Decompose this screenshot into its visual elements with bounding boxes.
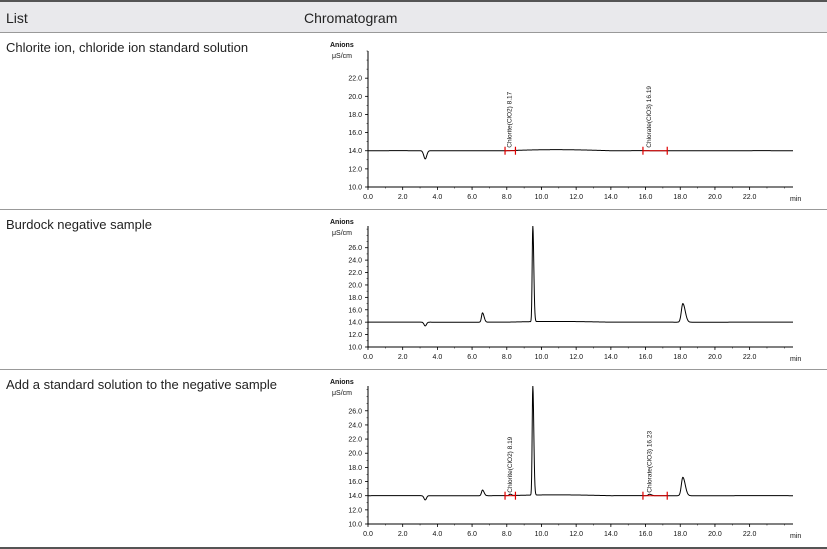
y-tick-label: 10.0 (348, 185, 362, 192)
table-header: List Chromatogram (0, 0, 827, 33)
y-tick-label: 22.0 (348, 76, 362, 83)
x-tick-label: 20.0 (708, 194, 722, 201)
x-tick-label: 12.0 (569, 531, 583, 538)
y-axis-unit: μS/cm (332, 390, 352, 397)
peak-annotation: Chlorate(ClO3) 16.23 (647, 431, 654, 493)
y-tick-label: 18.0 (348, 295, 362, 302)
y-axis-unit: μS/cm (332, 230, 352, 237)
y-tick-label: 12.0 (348, 507, 362, 514)
y-tick-label: 24.0 (348, 258, 362, 265)
x-tick-label: 16.0 (639, 194, 653, 201)
chart-top-label: Anions (330, 219, 354, 226)
y-tick-label: 26.0 (348, 245, 362, 252)
x-tick-label: 18.0 (673, 531, 687, 538)
peak-annotation: Chlorite(ClO2) 8.17 (507, 91, 514, 147)
x-tick-label: 4.0 (433, 194, 443, 201)
x-tick-label: 20.0 (708, 354, 722, 361)
x-tick-label: 2.0 (398, 354, 408, 361)
peak-annotation: Chlorite(ClO2) 8.19 (507, 436, 514, 492)
y-tick-label: 18.0 (348, 112, 362, 119)
x-tick-label: 8.0 (502, 194, 512, 201)
y-tick-label: 10.0 (348, 522, 362, 529)
peak-annotation: Chlorate(ClO3) 16.19 (646, 86, 653, 148)
y-tick-label: 20.0 (348, 94, 362, 101)
x-tick-label: 6.0 (467, 531, 477, 538)
x-tick-label: 10.0 (535, 194, 549, 201)
x-tick-label: 14.0 (604, 354, 618, 361)
x-tick-label: 18.0 (673, 354, 687, 361)
chromatogram-spiked-sample: Anions μS/cm 10.0 12.0 14.0 16.0 18.0 20.0 22.0 2… (330, 379, 801, 540)
x-tick-label: 10.0 (535, 531, 549, 538)
x-tick-label: 14.0 (604, 194, 618, 201)
x-tick-label: 6.0 (467, 354, 477, 361)
x-tick-label: 10.0 (535, 354, 549, 361)
chromatogram-standard-solution: Anions μS/cm 10.0 12.0 14.0 16.0 18.0 20.0 22.0 0… (330, 42, 801, 203)
chromatogram-trace (368, 225, 793, 327)
x-tick-label: 4.0 (433, 531, 443, 538)
y-tick-label: 10.0 (348, 345, 362, 352)
y-tick-label: 20.0 (348, 451, 362, 458)
table-row: Chlorite ion, chloride ion standard solu… (0, 33, 827, 210)
x-tick-label: 8.0 (502, 354, 512, 361)
x-tick-label: 16.0 (639, 531, 653, 538)
table-bottom-rule (0, 547, 827, 549)
chromatogram-negative-sample: Anions μS/cm 10.0 12.0 14.0 16.0 18.0 20.0 22.0 2… (330, 219, 801, 363)
x-tick-label: 12.0 (569, 354, 583, 361)
x-axis-unit: min (790, 356, 801, 363)
x-axis-unit: min (790, 533, 801, 540)
y-tick-label: 16.0 (348, 479, 362, 486)
x-tick-label: 6.0 (467, 194, 477, 201)
chart-top-label: Anions (330, 379, 354, 386)
row-label: Add a standard solution to the negative … (6, 377, 278, 392)
y-tick-label: 26.0 (348, 408, 362, 415)
x-tick-label: 18.0 (673, 194, 687, 201)
x-tick-label: 22.0 (743, 194, 757, 201)
y-tick-label: 14.0 (348, 148, 362, 155)
x-tick-label: 22.0 (743, 354, 757, 361)
x-tick-label: 12.0 (569, 194, 583, 201)
x-tick-label: 22.0 (743, 531, 757, 538)
chromatogram-trace (368, 385, 793, 501)
x-tick-label: 2.0 (398, 194, 408, 201)
y-axis-unit: μS/cm (332, 53, 352, 60)
y-tick-label: 12.0 (348, 166, 362, 173)
x-tick-label: 16.0 (639, 354, 653, 361)
x-tick-label: 4.0 (433, 354, 443, 361)
x-tick-label: 8.0 (502, 531, 512, 538)
chart-top-label: Anions (330, 42, 354, 49)
x-tick-label: 2.0 (398, 531, 408, 538)
y-tick-label: 22.0 (348, 437, 362, 444)
x-tick-label: 0.0 (363, 354, 373, 361)
table-row: Burdock negative sample Anions μS/cm 10.0 1… (0, 210, 827, 370)
table-row: Add a standard solution to the negative … (0, 370, 827, 547)
y-tick-label: 16.0 (348, 307, 362, 314)
chromatogram-trace (368, 149, 793, 160)
y-tick-label: 16.0 (348, 130, 362, 137)
row-label: Burdock negative sample (6, 217, 152, 232)
header-chromatogram: Chromatogram (304, 10, 398, 26)
header-list: List (6, 10, 28, 26)
y-tick-label: 22.0 (348, 270, 362, 277)
y-tick-label: 18.0 (348, 465, 362, 472)
x-tick-label: 20.0 (708, 531, 722, 538)
y-tick-label: 20.0 (348, 282, 362, 289)
y-tick-label: 12.0 (348, 332, 362, 339)
row-label: Chlorite ion, chloride ion standard solu… (6, 40, 249, 55)
y-tick-label: 14.0 (348, 320, 362, 327)
x-tick-label: 0.0 (363, 194, 373, 201)
x-tick-label: 14.0 (604, 531, 618, 538)
x-axis-unit: min (790, 196, 801, 203)
y-tick-label: 14.0 (348, 493, 362, 500)
x-tick-label: 0.0 (363, 531, 373, 538)
y-tick-label: 24.0 (348, 422, 362, 429)
